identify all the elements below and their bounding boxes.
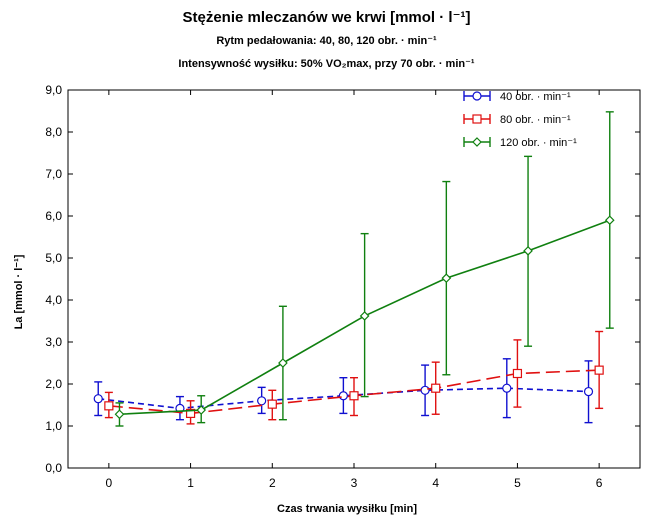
legend-item-0: 40 obr. · min⁻¹: [463, 91, 571, 103]
x-tick-label: 5: [514, 476, 521, 490]
y-tick-label: 4,0: [45, 293, 62, 307]
legend-marker: [472, 91, 482, 101]
x-tick-label: 2: [269, 476, 276, 490]
data-point: [278, 358, 288, 368]
x-axis-label: Czas trwania wysiłku [min]: [277, 503, 417, 515]
x-tick-label: 4: [432, 476, 439, 490]
data-point: [196, 405, 207, 415]
y-tick-label: 7,0: [45, 167, 62, 181]
series-layer: [93, 111, 615, 427]
y-tick-label: 8,0: [45, 125, 62, 139]
x-tick-label: 3: [351, 476, 358, 490]
chart-subtitle: Rytm pedałowania: 40, 80, 120 obr. · min…: [216, 35, 437, 47]
x-axis: 0 1 2 3 4 5 6: [106, 90, 603, 490]
y-tick-label: 5,0: [45, 251, 62, 265]
data-point: [104, 401, 114, 411]
chart-title: Stężenie mleczanów we krwi [mmol · l⁻¹]: [182, 9, 471, 26]
data-point: [512, 368, 523, 379]
data-point: [441, 273, 452, 284]
legend: 40 obr. · min⁻¹ 80 obr. · min⁻¹ 120 obr. ·…: [463, 91, 577, 149]
x-tick-label: 1: [187, 476, 194, 490]
data-point: [267, 399, 277, 409]
y-tick-label: 2,0: [45, 377, 62, 391]
x-tick-label: 6: [596, 476, 603, 490]
data-point: [502, 383, 512, 393]
legend-item-2: 120 obr. · min⁻¹: [463, 137, 577, 149]
data-point: [594, 365, 604, 375]
data-point: [257, 396, 267, 406]
y-tick-label: 9,0: [45, 83, 62, 97]
data-point: [338, 391, 348, 401]
data-point: [523, 246, 533, 256]
data-point: [349, 391, 359, 401]
series-1: [104, 330, 604, 425]
legend-label: 80 obr. · min⁻¹: [500, 114, 571, 126]
legend-item-1: 80 obr. · min⁻¹: [463, 114, 571, 126]
y-tick-label: 3,0: [45, 335, 62, 349]
x-tick-label: 0: [106, 476, 113, 490]
y-tick-label: 0,0: [45, 461, 62, 475]
legend-marker: [472, 114, 482, 124]
data-point: [114, 409, 125, 420]
y-axis-label: La [mmol · l⁻¹]: [13, 254, 25, 329]
data-point: [185, 408, 196, 418]
data-point: [431, 383, 441, 393]
data-point: [583, 386, 594, 397]
y-tick-label: 1,0: [45, 419, 62, 433]
series-2: [114, 111, 615, 427]
data-point: [93, 394, 103, 404]
data-point: [359, 311, 370, 321]
data-point: [604, 215, 615, 226]
y-tick-label: 6,0: [45, 209, 62, 223]
y-axis: 0,0 1,0 2,0 3,0 4,0 5,0 6,0 7,0 8,0 9,0: [45, 83, 640, 475]
chart-subtitle-2: Intensywność wysiłku: 50% VO₂max, przy 7…: [178, 58, 475, 70]
legend-marker: [472, 137, 482, 147]
legend-label: 120 obr. · min⁻¹: [500, 137, 577, 149]
legend-label: 40 obr. · min⁻¹: [500, 91, 571, 103]
data-point: [420, 385, 430, 395]
